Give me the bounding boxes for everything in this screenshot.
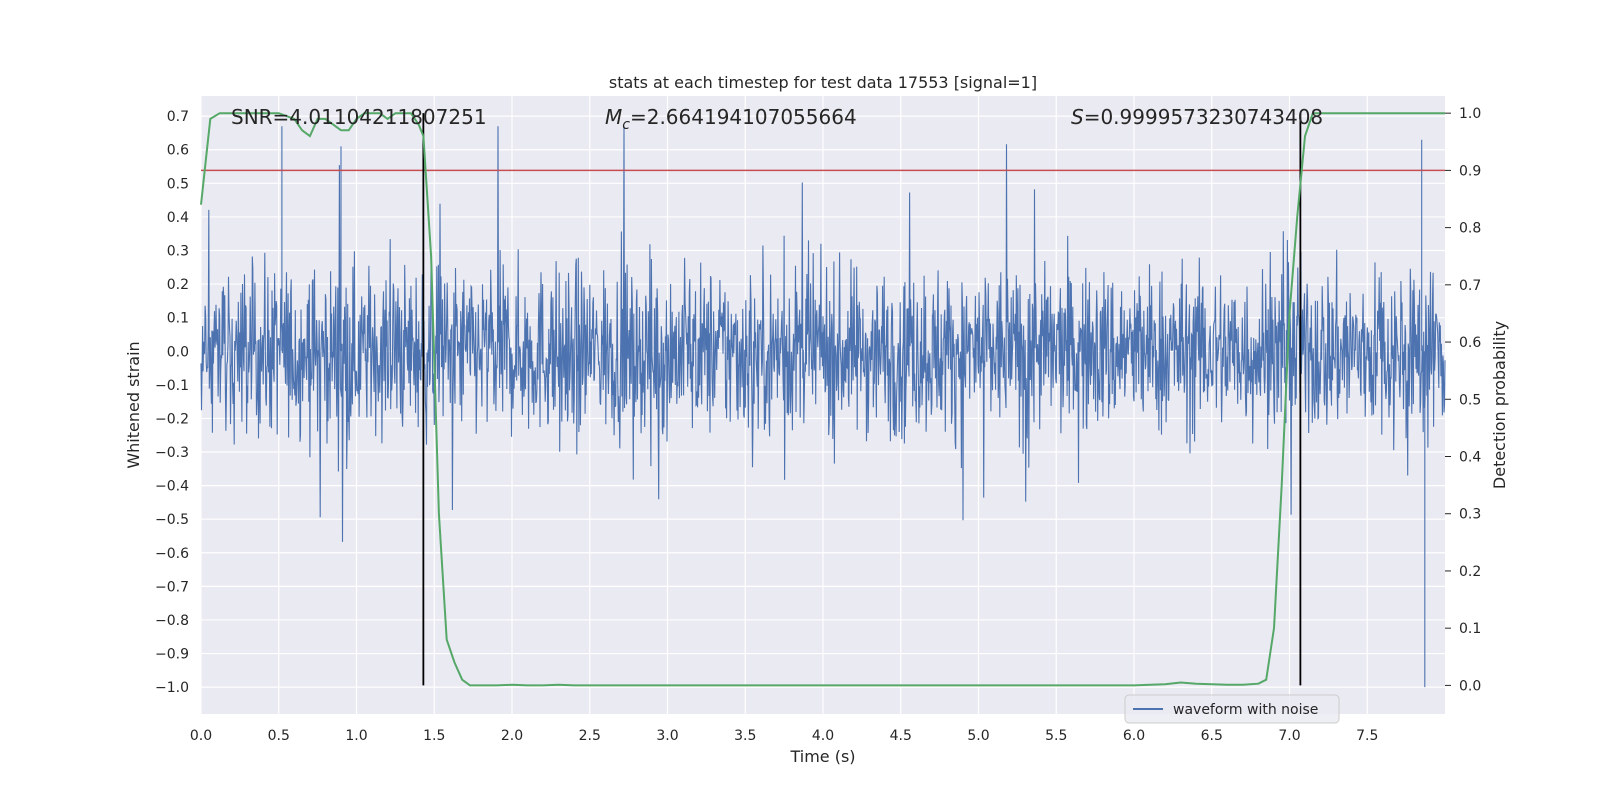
chirp-mass-subscript: c bbox=[622, 117, 630, 133]
y-tick-label: −0.5 bbox=[155, 512, 189, 528]
x-tick-label: 6.5 bbox=[1201, 728, 1223, 744]
right-tick-label: 0.4 bbox=[1459, 450, 1481, 466]
probability-line bbox=[200, 112, 1445, 687]
x-tick-label: 1.0 bbox=[345, 728, 367, 744]
left-ticks: 0.7 0.6 0.5 0.4 0.3 0.2 0.1 0.0 −0.1 −0.2 −0.3 −0.4… bbox=[155, 109, 189, 696]
y-tick-label: −0.6 bbox=[155, 546, 189, 562]
x-tick-label: 5.0 bbox=[967, 728, 989, 744]
bottom-ticks: 0.0 0.5 1.0 1.5 2.0 2.5 3.0 3.5 4.0 4.5 5.0 5.5 6.0 6… bbox=[190, 728, 1379, 744]
y-tick-label: −0.4 bbox=[155, 479, 189, 495]
y-tick-label: 0.2 bbox=[167, 277, 189, 293]
y-tick-label: 0.7 bbox=[167, 109, 189, 125]
legend-label: waveform with noise bbox=[1173, 702, 1318, 718]
y-tick-label: 0.6 bbox=[167, 143, 189, 159]
right-ticks: 1.0 0.9 0.8 0.7 0.6 0.5 0.4 0.3 0.2 0.1 0.0 bbox=[1445, 106, 1481, 694]
chirp-mass-annotation: Mc=2.664194107055664 bbox=[605, 105, 857, 133]
x-tick-label: 3.0 bbox=[656, 728, 678, 744]
x-tick-label: 2.0 bbox=[501, 728, 523, 744]
y-tick-label: −0.9 bbox=[155, 647, 189, 663]
y-tick-label: 0.4 bbox=[167, 210, 189, 226]
right-tick-label: 0.6 bbox=[1459, 335, 1481, 351]
chirp-mass-value: =2.664194107055664 bbox=[630, 105, 857, 129]
x-tick-label: 2.5 bbox=[579, 728, 601, 744]
x-tick-label: 5.5 bbox=[1045, 728, 1067, 744]
chirp-mass-symbol: M bbox=[605, 105, 622, 129]
x-axis-label: Time (s) bbox=[789, 747, 855, 766]
y-tick-label: −0.7 bbox=[155, 579, 189, 595]
y-axis-label: Whitened strain bbox=[124, 341, 143, 468]
y-tick-label: −0.3 bbox=[155, 445, 189, 461]
y-tick-label: 0.3 bbox=[167, 244, 189, 260]
series-layer bbox=[200, 112, 1446, 688]
right-tick-label: 0.2 bbox=[1459, 564, 1481, 580]
right-tick-label: 0.9 bbox=[1459, 163, 1481, 179]
s-annotation: S=0.9999573230743408 bbox=[1071, 105, 1323, 129]
snr-annotation: SNR=4.01104211807251 bbox=[231, 105, 487, 129]
legend: waveform with noise bbox=[1124, 694, 1340, 724]
s-symbol: S bbox=[1071, 105, 1084, 129]
x-tick-label: 4.5 bbox=[890, 728, 912, 744]
right-tick-label: 0.1 bbox=[1459, 621, 1481, 637]
s-value: =0.9999573230743408 bbox=[1084, 105, 1323, 129]
right-tick-label: 1.0 bbox=[1459, 106, 1481, 122]
x-tick-label: 7.5 bbox=[1356, 728, 1378, 744]
right-tick-label: 0.5 bbox=[1459, 392, 1481, 408]
y-tick-label: −0.2 bbox=[155, 411, 189, 427]
y-tick-label: 0.1 bbox=[167, 311, 189, 327]
x-tick-label: 0.5 bbox=[268, 728, 290, 744]
y-axis-label-right: Detection probability bbox=[1490, 321, 1509, 489]
right-tick-label: 0.7 bbox=[1459, 278, 1481, 294]
right-tick-label: 0.8 bbox=[1459, 221, 1481, 237]
right-tick-label: 0.0 bbox=[1459, 678, 1481, 694]
x-tick-label: 7.0 bbox=[1278, 728, 1300, 744]
y-tick-label: 0.0 bbox=[167, 344, 189, 360]
y-tick-label: −0.8 bbox=[155, 613, 189, 629]
chart-title: stats at each timestep for test data 175… bbox=[609, 73, 1037, 92]
legend-box bbox=[1124, 694, 1340, 724]
x-tick-label: 4.0 bbox=[812, 728, 834, 744]
y-tick-label: −1.0 bbox=[155, 680, 189, 696]
x-tick-label: 6.0 bbox=[1123, 728, 1145, 744]
y-tick-label: 0.5 bbox=[167, 176, 189, 192]
x-tick-label: 0.0 bbox=[190, 728, 212, 744]
x-tick-label: 1.5 bbox=[423, 728, 445, 744]
y-tick-label: −0.1 bbox=[155, 378, 189, 394]
waveform-line bbox=[200, 126, 1446, 688]
right-tick-label: 0.3 bbox=[1459, 507, 1481, 523]
x-tick-label: 3.5 bbox=[734, 728, 756, 744]
grid bbox=[200, 96, 1445, 714]
